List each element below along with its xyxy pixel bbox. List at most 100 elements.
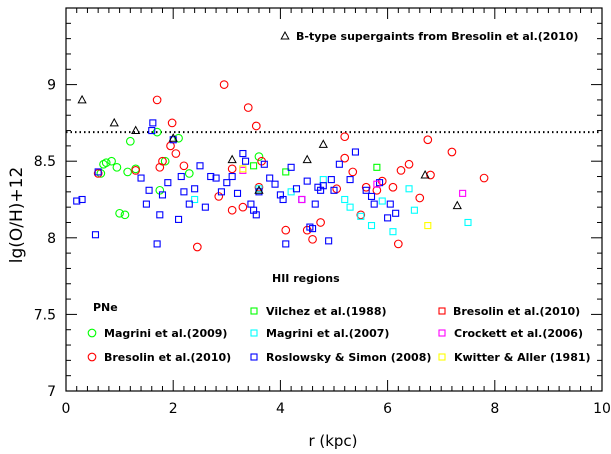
- legend-marker-series-1: [87, 352, 97, 362]
- data-point-series-3: [389, 228, 397, 236]
- data-point-series-1: [227, 164, 237, 174]
- data-point-series-5: [459, 189, 467, 197]
- data-point-series-0: [160, 156, 170, 166]
- data-point-series-4: [185, 200, 193, 208]
- data-point-series-1: [388, 182, 398, 192]
- data-point-series-4: [239, 149, 247, 158]
- data-point-series-4: [158, 191, 167, 199]
- data-point-series-4: [346, 176, 354, 184]
- data-point-series-3: [405, 185, 413, 193]
- data-point-series-1: [219, 80, 229, 89]
- data-point-series-1: [93, 169, 103, 178]
- data-point-series-4: [319, 182, 327, 190]
- x-tick-label: 10: [593, 401, 611, 417]
- data-point-series-7: [131, 125, 141, 135]
- legend-label-series-0: Magrini et al.(2009): [104, 327, 227, 340]
- y-tick-label: 8: [47, 231, 56, 247]
- data-point-series-1: [426, 170, 435, 180]
- data-point-series-4: [351, 148, 359, 156]
- data-point-series-6: [239, 165, 247, 173]
- legend-label-series-5: Crockett et al.(2006): [454, 327, 583, 340]
- x-tick-label: 6: [383, 401, 392, 417]
- data-point-series-1: [356, 210, 366, 220]
- y-tick-label: 7: [47, 384, 56, 400]
- data-point-series-4: [309, 225, 317, 233]
- data-point-series-7: [227, 154, 237, 164]
- data-point-series-1: [152, 95, 162, 105]
- data-point-series-4: [156, 211, 164, 219]
- data-point-series-0: [112, 162, 122, 172]
- legend-label-series-4: Roslowsky & Simon (2008): [266, 351, 431, 364]
- data-point-series-4: [196, 162, 204, 170]
- data-point-series-4: [73, 197, 81, 205]
- data-point-series-4: [78, 195, 86, 204]
- legend-heading-hii: HII regions: [272, 272, 340, 285]
- data-point-series-7: [168, 133, 178, 142]
- data-point-series-3: [357, 212, 365, 220]
- data-point-series-0: [101, 158, 111, 168]
- data-point-series-4: [148, 127, 156, 135]
- y-axis-label: lg(O/H)+12: [7, 167, 27, 264]
- data-point-series-4: [325, 237, 333, 245]
- data-point-series-4: [370, 200, 378, 208]
- data-point-series-4: [242, 157, 250, 165]
- data-point-series-4: [207, 172, 215, 181]
- data-point-series-4: [201, 203, 209, 211]
- data-points: [73, 80, 489, 252]
- data-point-series-4: [260, 160, 268, 168]
- data-point-series-4: [271, 180, 279, 188]
- data-point-series-4: [153, 240, 161, 248]
- data-point-series-1: [238, 202, 248, 212]
- data-point-series-4: [149, 119, 157, 127]
- data-point-series-1: [179, 161, 189, 171]
- data-point-series-4: [282, 240, 290, 248]
- data-point-series-4: [266, 174, 274, 182]
- data-point-series-4: [217, 188, 225, 196]
- data-point-series-1: [171, 149, 181, 158]
- x-axis-label: r (kpc): [308, 432, 357, 450]
- data-point-series-1: [396, 166, 406, 175]
- data-point-series-5: [298, 195, 306, 204]
- data-point-series-4: [279, 195, 287, 204]
- x-tick-label: 0: [62, 401, 71, 417]
- data-point-series-4: [303, 177, 311, 185]
- data-point-series-3: [191, 195, 199, 204]
- data-point-series-4: [164, 179, 172, 187]
- data-point-series-3: [341, 195, 349, 204]
- legend-label-series-3: Magrini et al.(2007): [266, 327, 389, 340]
- data-point-series-0: [125, 136, 135, 146]
- data-point-series-7: [302, 154, 312, 164]
- x-tick-label: 2: [169, 401, 178, 417]
- data-point-series-1: [281, 225, 291, 235]
- data-point-series-1: [167, 118, 177, 128]
- data-point-series-4: [386, 200, 394, 208]
- data-point-series-1: [251, 121, 261, 131]
- data-point-series-4: [94, 168, 102, 176]
- data-point-series-4: [311, 200, 319, 208]
- x-tick-label: 8: [490, 401, 499, 417]
- data-point-series-1: [316, 218, 325, 227]
- data-point-series-0: [184, 169, 194, 178]
- data-point-series-4: [287, 163, 295, 171]
- legend-marker-series-0: [87, 328, 97, 338]
- legend-marker-series-4: [250, 353, 258, 361]
- data-point-series-7: [452, 200, 462, 210]
- data-point-series-4: [247, 200, 255, 208]
- data-point-series-4: [384, 214, 392, 222]
- legend-marker-bresolin-hii: [438, 307, 446, 315]
- data-point-series-4: [191, 185, 199, 193]
- data-point-series-1: [372, 185, 382, 195]
- legend-marker-btype: [280, 30, 290, 40]
- data-point-series-1: [447, 147, 457, 157]
- data-point-series-0: [107, 156, 116, 166]
- data-point-series-7: [318, 139, 328, 148]
- data-point-series-0: [115, 208, 124, 218]
- data-point-series-5: [373, 180, 381, 188]
- data-point-series-7: [420, 169, 430, 179]
- data-point-series-1: [308, 234, 317, 244]
- x-tick-label: 4: [276, 401, 285, 417]
- data-point-series-4: [298, 195, 306, 204]
- data-point-series-6: [424, 221, 432, 230]
- data-point-series-4: [142, 200, 150, 208]
